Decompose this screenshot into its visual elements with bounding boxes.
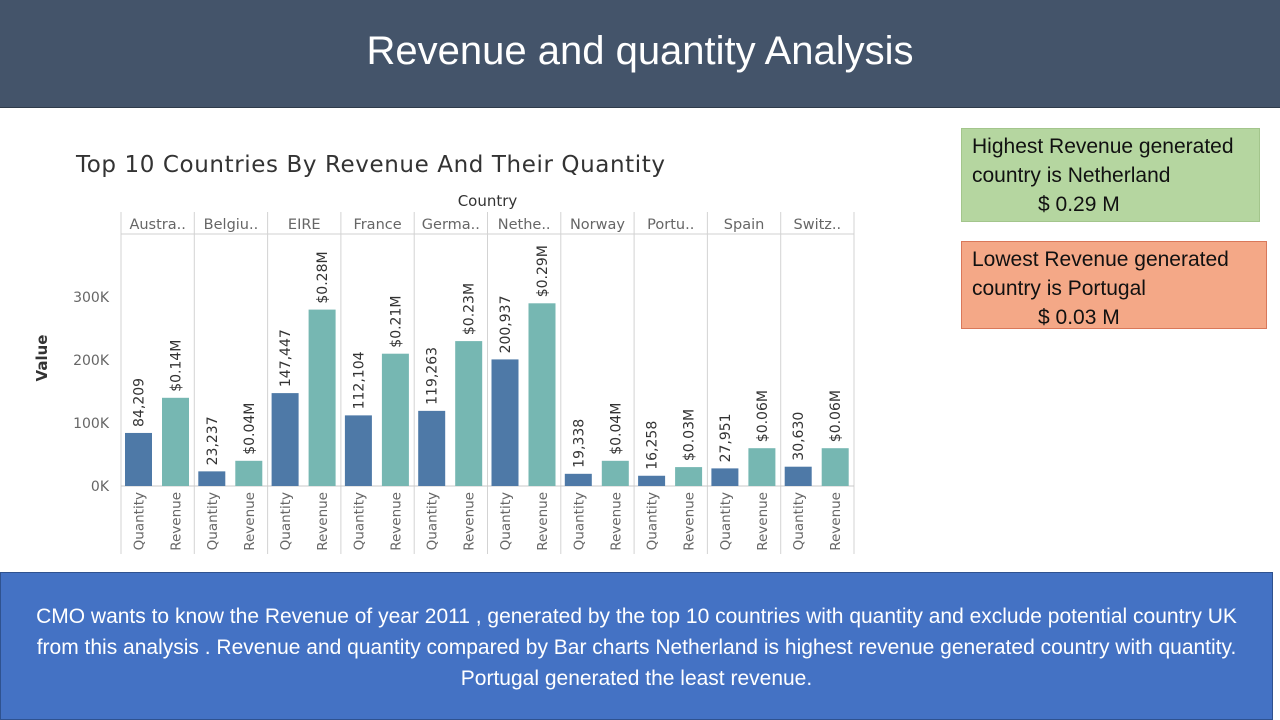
measure-label: Quantity	[718, 492, 734, 550]
measure-label: Revenue	[755, 492, 771, 551]
measure-label: Quantity	[425, 492, 441, 550]
data-label: 84,209	[132, 378, 148, 427]
bar-quantity	[125, 432, 152, 486]
y-tick-label: 0K	[91, 479, 110, 495]
measure-label: Revenue	[682, 492, 698, 551]
measure-label: Quantity	[498, 492, 514, 550]
measure-label: Quantity	[791, 492, 807, 550]
measure-label: Revenue	[242, 492, 258, 551]
measure-label: Revenue	[608, 492, 624, 551]
bar-quantity	[564, 473, 592, 486]
measure-label: Revenue	[535, 492, 551, 551]
data-label: 112,104	[351, 351, 367, 409]
bar-revenue	[821, 448, 849, 486]
data-label: 147,447	[278, 329, 294, 387]
measure-label: Quantity	[132, 492, 148, 550]
measure-label: Quantity	[205, 492, 221, 550]
data-label: $0.29M	[535, 245, 551, 297]
y-axis-label: Value	[33, 335, 51, 382]
data-label: 119,263	[425, 347, 441, 405]
measure-label: Quantity	[278, 492, 294, 550]
data-label: $0.04M	[242, 403, 258, 455]
data-label: $0.21M	[388, 296, 404, 348]
bar-revenue	[675, 467, 703, 486]
data-label: 27,951	[718, 413, 734, 462]
lowest-revenue-callout: Lowest Revenue generated country is Port…	[961, 241, 1267, 329]
bar-revenue	[162, 397, 189, 486]
bar-revenue	[601, 460, 629, 486]
chart-title: Top 10 Countries By Revenue And Their Qu…	[75, 152, 666, 178]
bar-revenue	[235, 460, 263, 486]
page-title: Revenue and quantity Analysis	[366, 29, 914, 73]
bar-revenue	[455, 341, 483, 486]
category-label: Switz..	[794, 217, 842, 233]
data-label: $0.14M	[169, 340, 185, 392]
data-label: $0.06M	[755, 390, 771, 442]
category-label: Norway	[570, 217, 625, 233]
highest-line1: Highest Revenue generated	[972, 135, 1234, 158]
column-header: Country	[458, 192, 518, 210]
bar-revenue	[528, 303, 556, 486]
bar-quantity	[271, 393, 299, 486]
bar-chart: Top 10 Countries By Revenue And Their Qu…	[33, 152, 855, 554]
highest-revenue-callout: Highest Revenue generated country is Net…	[961, 128, 1260, 222]
data-label: $0.03M	[682, 409, 698, 461]
y-tick-label: 100K	[73, 416, 110, 432]
category-label: France	[353, 217, 401, 233]
measure-label: Quantity	[351, 492, 367, 550]
bar-quantity	[711, 468, 739, 486]
data-label: 30,630	[791, 412, 807, 461]
bar-quantity	[198, 471, 226, 486]
bar-quantity	[638, 475, 666, 486]
highest-amount: $ 0.29 M	[1038, 193, 1120, 216]
data-label: $0.28M	[315, 251, 331, 303]
data-label: $0.23M	[462, 283, 478, 335]
category-label: Austra..	[129, 217, 185, 233]
category-label: EIRE	[288, 217, 321, 233]
bar-revenue	[381, 353, 409, 486]
measure-label: Revenue	[315, 492, 331, 551]
category-label: Spain	[724, 217, 765, 233]
summary-box: CMO wants to know the Revenue of year 20…	[0, 572, 1273, 720]
header-banner: Revenue and quantity Analysis	[0, 0, 1280, 108]
lowest-line1: Lowest Revenue generated	[972, 248, 1229, 271]
bar-quantity	[784, 466, 812, 486]
bar-revenue	[308, 309, 336, 486]
lowest-amount: $ 0.03 M	[1038, 306, 1120, 329]
data-label: $0.06M	[828, 390, 844, 442]
y-tick-label: 300K	[73, 290, 110, 306]
data-label: 23,237	[205, 416, 221, 465]
bar-quantity	[344, 415, 372, 486]
lowest-line2: country is Portugal	[972, 277, 1146, 300]
category-label: Nethe..	[498, 217, 551, 233]
chart-area: Top 10 Countries By Revenue And Their Qu…	[0, 108, 960, 570]
measure-label: Revenue	[169, 492, 185, 551]
category-label: Belgiu..	[204, 217, 259, 233]
summary-text: CMO wants to know the Revenue of year 20…	[36, 605, 1237, 690]
data-label: $0.04M	[608, 403, 624, 455]
measure-label: Quantity	[571, 492, 587, 550]
highest-line2: country is Netherland	[972, 164, 1171, 187]
category-label: Portu..	[647, 217, 694, 233]
data-label: 19,338	[571, 419, 587, 468]
data-label: 200,937	[498, 296, 514, 354]
bar-revenue	[748, 448, 776, 486]
category-label: Germa..	[422, 217, 480, 233]
measure-label: Quantity	[645, 492, 661, 550]
y-tick-label: 200K	[73, 353, 110, 369]
data-label: 16,258	[645, 421, 661, 470]
bar-quantity	[418, 410, 446, 486]
measure-label: Revenue	[462, 492, 478, 551]
bar-quantity	[491, 359, 519, 486]
measure-label: Revenue	[828, 492, 844, 551]
measure-label: Revenue	[388, 492, 404, 551]
